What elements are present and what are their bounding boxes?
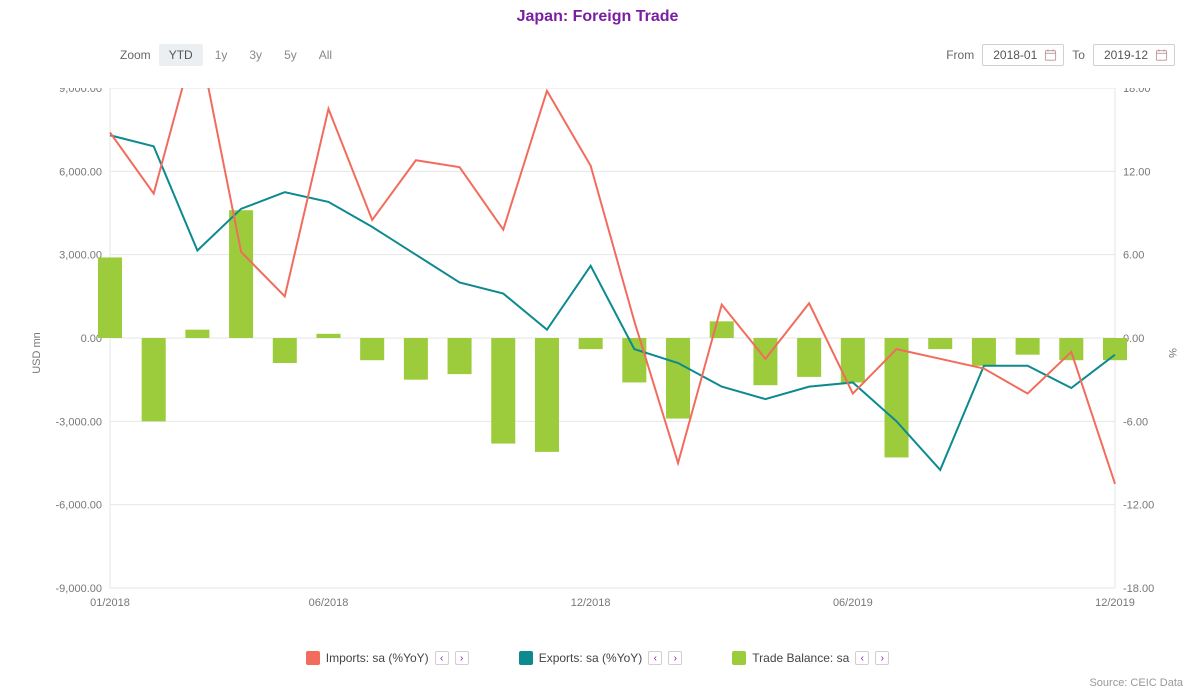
to-label: To xyxy=(1072,48,1085,62)
swatch-imports xyxy=(306,651,320,665)
svg-text:12.00: 12.00 xyxy=(1123,166,1151,178)
prev-series-imports[interactable]: ‹ xyxy=(435,651,449,665)
svg-text:3,000.00: 3,000.00 xyxy=(59,250,102,262)
legend-label-exports: Exports: sa (%YoY) xyxy=(539,651,643,665)
legend-item-exports: Exports: sa (%YoY) ‹ › xyxy=(519,651,683,665)
calendar-icon xyxy=(1044,49,1057,61)
left-axis-title: USD mn xyxy=(31,332,43,374)
swatch-balance xyxy=(732,651,746,665)
legend-item-balance: Trade Balance: sa ‹ › xyxy=(732,651,889,665)
svg-text:18.00: 18.00 xyxy=(1123,88,1151,95)
calendar-icon xyxy=(1155,49,1168,61)
svg-text:-9,000.00: -9,000.00 xyxy=(56,583,102,595)
svg-text:6,000.00: 6,000.00 xyxy=(59,166,102,178)
svg-text:9,000.00: 9,000.00 xyxy=(59,88,102,95)
zoom-btn-all[interactable]: All xyxy=(309,44,342,66)
legend-label-balance: Trade Balance: sa xyxy=(752,651,849,665)
svg-text:6.00: 6.00 xyxy=(1123,250,1144,262)
svg-text:-6,000.00: -6,000.00 xyxy=(56,500,102,512)
svg-text:12/2019: 12/2019 xyxy=(1095,597,1135,609)
svg-text:01/2018: 01/2018 xyxy=(90,597,130,609)
zoom-btn-5y[interactable]: 5y xyxy=(274,44,307,66)
prev-series-balance[interactable]: ‹ xyxy=(855,651,869,665)
svg-text:06/2018: 06/2018 xyxy=(309,597,349,609)
svg-text:06/2019: 06/2019 xyxy=(833,597,873,609)
swatch-exports xyxy=(519,651,533,665)
source-text: Source: CEIC Data xyxy=(1089,677,1183,689)
next-series-exports[interactable]: › xyxy=(668,651,682,665)
chart-title: Japan: Foreign Trade xyxy=(0,0,1195,26)
svg-text:-6.00: -6.00 xyxy=(1123,416,1148,428)
zoom-btn-3y[interactable]: 3y xyxy=(239,44,272,66)
next-series-balance[interactable]: › xyxy=(875,651,889,665)
prev-series-exports[interactable]: ‹ xyxy=(648,651,662,665)
chart-svg: -9,000.00-6,000.00-3,000.000.003,000.006… xyxy=(20,88,1175,618)
zoom-btn-ytd[interactable]: YTD xyxy=(159,44,203,66)
svg-text:12/2018: 12/2018 xyxy=(571,597,611,609)
svg-text:-3,000.00: -3,000.00 xyxy=(56,416,102,428)
chart-area: USD mn % -9,000.00-6,000.00-3,000.000.00… xyxy=(20,88,1175,618)
legend-item-imports: Imports: sa (%YoY) ‹ › xyxy=(306,651,469,665)
legend-label-imports: Imports: sa (%YoY) xyxy=(326,651,429,665)
next-series-imports[interactable]: › xyxy=(455,651,469,665)
zoom-btn-1y[interactable]: 1y xyxy=(205,44,238,66)
legend: Imports: sa (%YoY) ‹ › Exports: sa (%YoY… xyxy=(0,651,1195,665)
toolbar: Zoom YTD 1y 3y 5y All From 2018-01 To 20… xyxy=(0,26,1195,74)
from-label: From xyxy=(946,48,974,62)
svg-text:-18.00: -18.00 xyxy=(1123,583,1154,595)
from-input[interactable]: 2018-01 xyxy=(982,44,1064,66)
to-input[interactable]: 2019-12 xyxy=(1093,44,1175,66)
from-value: 2018-01 xyxy=(993,48,1037,62)
svg-text:-12.00: -12.00 xyxy=(1123,500,1154,512)
zoom-label: Zoom xyxy=(120,48,151,62)
right-axis-title: % xyxy=(1166,348,1178,358)
to-value: 2019-12 xyxy=(1104,48,1148,62)
